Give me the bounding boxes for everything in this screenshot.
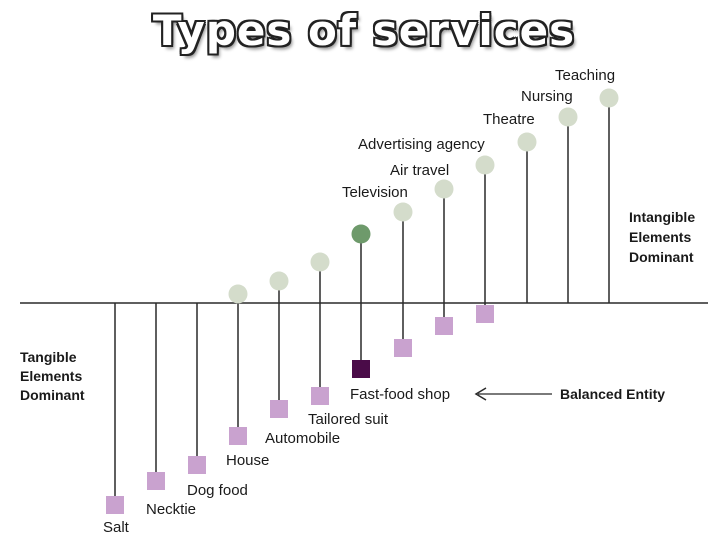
circle-teaching (599, 88, 619, 108)
circle-television (393, 202, 413, 222)
diagram-marks: Salt Necktie Dog food House Automobile Tailor… (103, 67, 619, 536)
square-dog-food (188, 456, 206, 474)
square-television (394, 339, 412, 357)
label-dog-food: Dog food (187, 482, 248, 499)
label-automobile: Automobile (265, 430, 340, 447)
circle-house (228, 284, 248, 304)
intangible-label-2: Elements (629, 229, 691, 245)
circle-nursing (558, 107, 578, 127)
circle-fast-food-shop (351, 224, 371, 244)
label-tailored-suit: Tailored suit (308, 411, 389, 428)
label-nursing: Nursing (521, 88, 573, 105)
square-necktie (147, 472, 165, 490)
circle-theatre (517, 132, 537, 152)
square-house (229, 427, 247, 445)
balanced-arrow-head (474, 387, 487, 401)
label-fast-food-shop: Fast-food shop (350, 386, 450, 403)
circle-advertising-agency (475, 155, 495, 175)
square-fast-food-shop (352, 360, 370, 378)
tangible-label-2: Elements (20, 368, 82, 384)
intangible-label-1: Intangible (629, 209, 695, 225)
square-automobile (270, 400, 288, 418)
label-advertising-agency: Advertising agency (358, 136, 485, 153)
circle-automobile (269, 271, 289, 291)
square-tailored-suit (311, 387, 329, 405)
label-necktie: Necktie (146, 501, 196, 518)
square-salt (106, 496, 124, 514)
circle-tailored-suit (310, 252, 330, 272)
label-television: Television (342, 184, 408, 201)
square-air-travel (435, 317, 453, 335)
circle-air-travel (434, 179, 454, 199)
label-house: House (226, 452, 269, 469)
tangible-label-1: Tangible (20, 349, 77, 365)
label-salt: Salt (103, 519, 130, 536)
square-advertising-agency (476, 305, 494, 323)
label-teaching: Teaching (555, 67, 615, 84)
balanced-entity-label: Balanced Entity (560, 386, 665, 402)
label-air-travel: Air travel (390, 162, 449, 179)
label-theatre: Theatre (483, 111, 535, 128)
tangible-label-3: Dominant (20, 387, 85, 403)
slide-title: Types of services (152, 6, 576, 55)
intangible-label-3: Dominant (629, 249, 694, 265)
